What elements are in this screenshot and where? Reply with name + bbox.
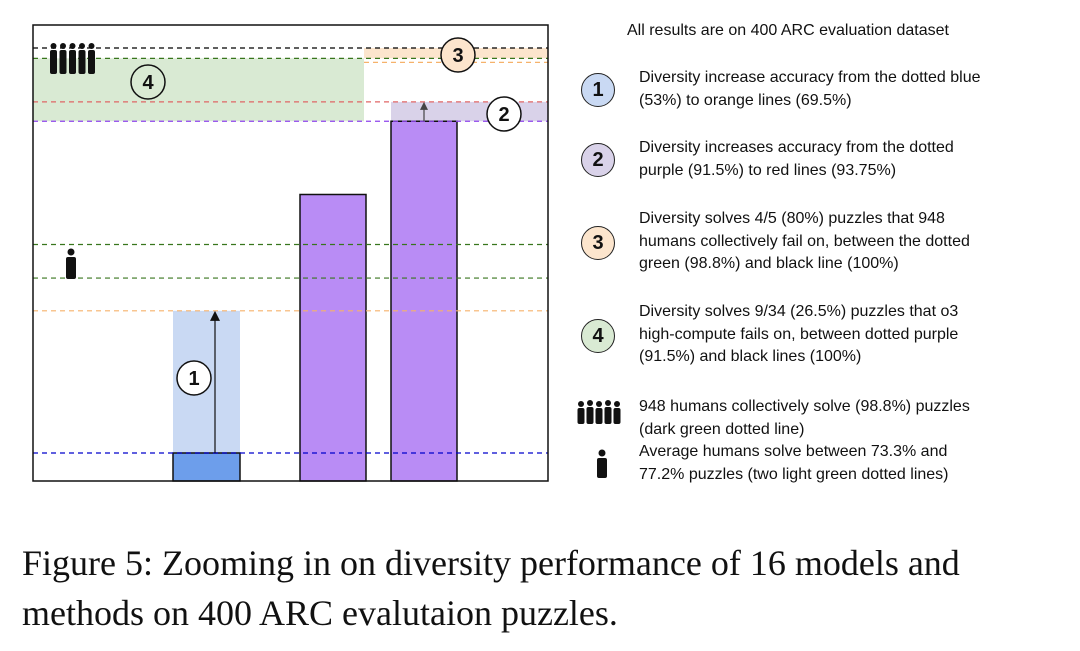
annotation-label-1: 1 (188, 368, 199, 390)
crowd-legend-text: 948 humans collectively solve (98.8%) pu… (639, 398, 970, 438)
annotation-circle-4 (130, 64, 166, 100)
human-icons (50, 43, 95, 279)
person-icon (66, 248, 76, 279)
legend-text-3: Diversity solves 4/5 (80%) puzzles that … (639, 210, 970, 272)
crowd-icon (577, 400, 621, 424)
annotation-circle-3 (440, 37, 476, 73)
annotations: 1 2 3 4 (130, 37, 522, 453)
bar-3 (390, 120, 458, 482)
annotation-label-3: 3 (452, 45, 463, 67)
annotation-label-2: 2 (498, 104, 509, 126)
figure-caption: Figure 5: Zooming in on diversity perfor… (22, 543, 960, 633)
legend-text-2: Diversity increases accuracy from the do… (639, 139, 954, 179)
legend-text-4: Diversity solves 9/34 (26.5%) puzzles th… (639, 303, 959, 365)
person-legend-text: Average humans solve between 73.3% and 7… (639, 443, 949, 483)
annotation-circle-2 (486, 96, 522, 132)
legend-text-1: Diversity increase accuracy from the dot… (639, 69, 981, 109)
legend-marker-4: 4 (581, 319, 615, 353)
annotation-circle-1 (176, 360, 212, 396)
crowd-icon (50, 43, 95, 74)
legend-marker-1: 1 (581, 73, 615, 107)
person-icon (597, 449, 607, 478)
bar-1 (172, 452, 241, 482)
reference-lines (33, 47, 548, 454)
legend-marker-3: 3 (581, 226, 615, 260)
legend: All results are on 400 ARC evaluation da… (575, 0, 1075, 500)
annotation-label-4: 4 (142, 72, 154, 94)
arrow-2-head (420, 101, 428, 110)
bars (172, 120, 458, 482)
legend-title: All results are on 400 ARC evaluation da… (627, 22, 949, 39)
plot-frame (32, 24, 549, 482)
arrow-1-head (210, 310, 220, 321)
legend-marker-2: 2 (581, 143, 615, 177)
bar-2 (299, 193, 367, 482)
shaded-regions (33, 48, 548, 453)
shaded-region-2 (391, 101, 548, 122)
